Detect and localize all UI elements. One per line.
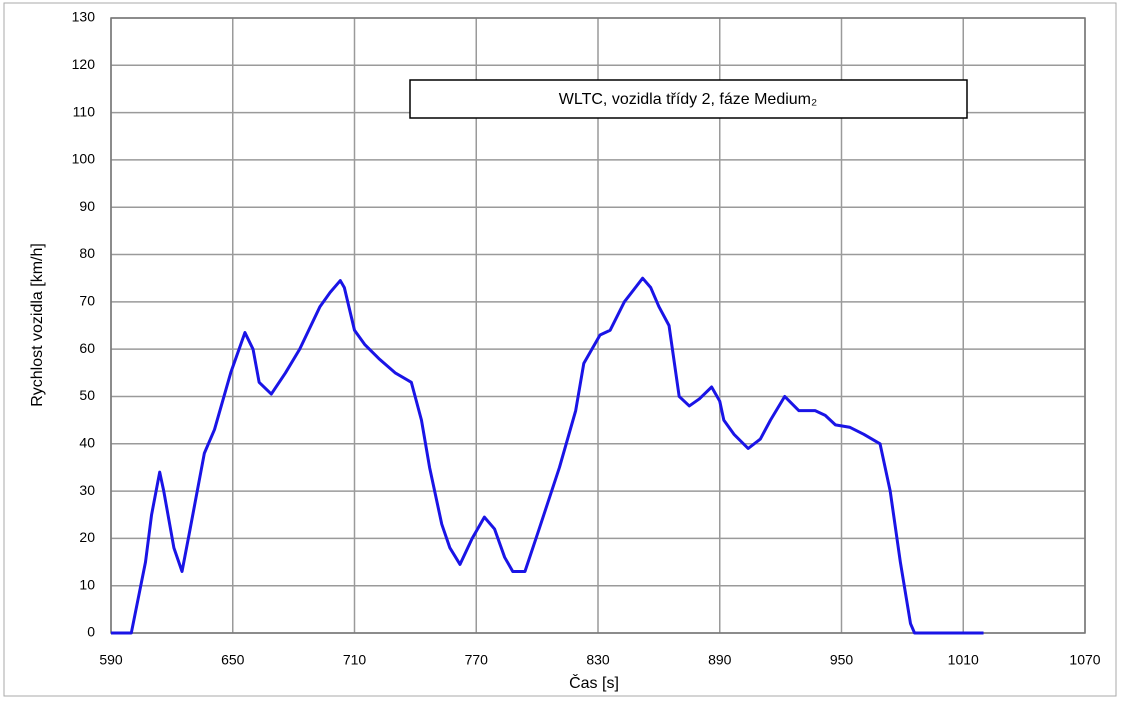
y-tick-label: 80 (79, 245, 95, 261)
y-tick-label: 120 (72, 56, 96, 72)
x-tick-label: 770 (465, 652, 489, 668)
y-tick-label: 40 (79, 434, 95, 450)
x-tick-label: 1070 (1069, 652, 1100, 668)
y-tick-label: 30 (79, 482, 95, 498)
y-tick-label: 130 (72, 9, 96, 25)
y-tick-label: 50 (79, 387, 95, 403)
x-tick-label: 890 (708, 652, 732, 668)
y-tick-label: 110 (73, 103, 96, 119)
title-box (409, 79, 968, 119)
y-tick-label: 20 (79, 529, 95, 545)
x-tick-label: 950 (830, 652, 854, 668)
plot-frame (110, 17, 1086, 634)
y-tick-label: 100 (72, 151, 96, 167)
x-tick-label: 650 (221, 652, 245, 668)
y-tick-label: 60 (79, 340, 95, 356)
y-tick-label: 0 (87, 624, 95, 640)
y-tick-label: 90 (79, 198, 95, 214)
speed-line (111, 276, 984, 635)
x-tick-label: 590 (99, 652, 123, 668)
y-tick-label: 70 (79, 293, 95, 309)
y-axis-label: Rychlost vozidla [km/h] (29, 243, 46, 407)
x-tick-label: 710 (343, 652, 367, 668)
x-axis-label: Čas [s] (569, 673, 619, 692)
y-tick-label: 10 (79, 576, 95, 592)
chart-title: WLTC, vozidla třídy 2, fáze Medium₂ (559, 91, 817, 108)
x-tick-label: 1010 (948, 652, 979, 668)
x-tick-label: 830 (586, 652, 610, 668)
